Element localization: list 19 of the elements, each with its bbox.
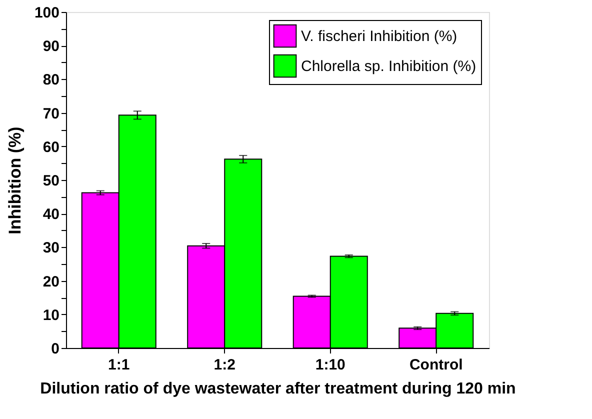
x-tick-label: Control	[409, 356, 463, 374]
y-tick-label: 100	[34, 4, 60, 22]
y-tick-label: 20	[42, 273, 60, 290]
y-tick-label: 60	[42, 138, 60, 156]
y-tick-label: 10	[42, 306, 60, 324]
legend-label: V. fischeri Inhibition (%)	[301, 28, 458, 45]
legend-label: Chlorella sp. Inhibition (%)	[301, 58, 476, 75]
y-tick-label: 0	[51, 340, 60, 358]
x-tick-label: 1:10	[315, 356, 346, 374]
y-tick-label: 50	[42, 172, 60, 190]
x-tick-label: 1:2	[214, 356, 236, 374]
x-tick-label: 1:1	[108, 356, 130, 374]
y-axis-title: Inhibition (%)	[5, 126, 24, 234]
y-tick-label: 30	[42, 240, 60, 257]
y-tick-label: 70	[42, 105, 60, 122]
y-tick-label: 90	[42, 38, 60, 56]
y-tick-label: 80	[42, 72, 60, 89]
y-tick-label: 40	[42, 206, 60, 224]
x-axis-title: Dilution ratio of dye wastewater after treatment during 120 min	[40, 380, 516, 398]
